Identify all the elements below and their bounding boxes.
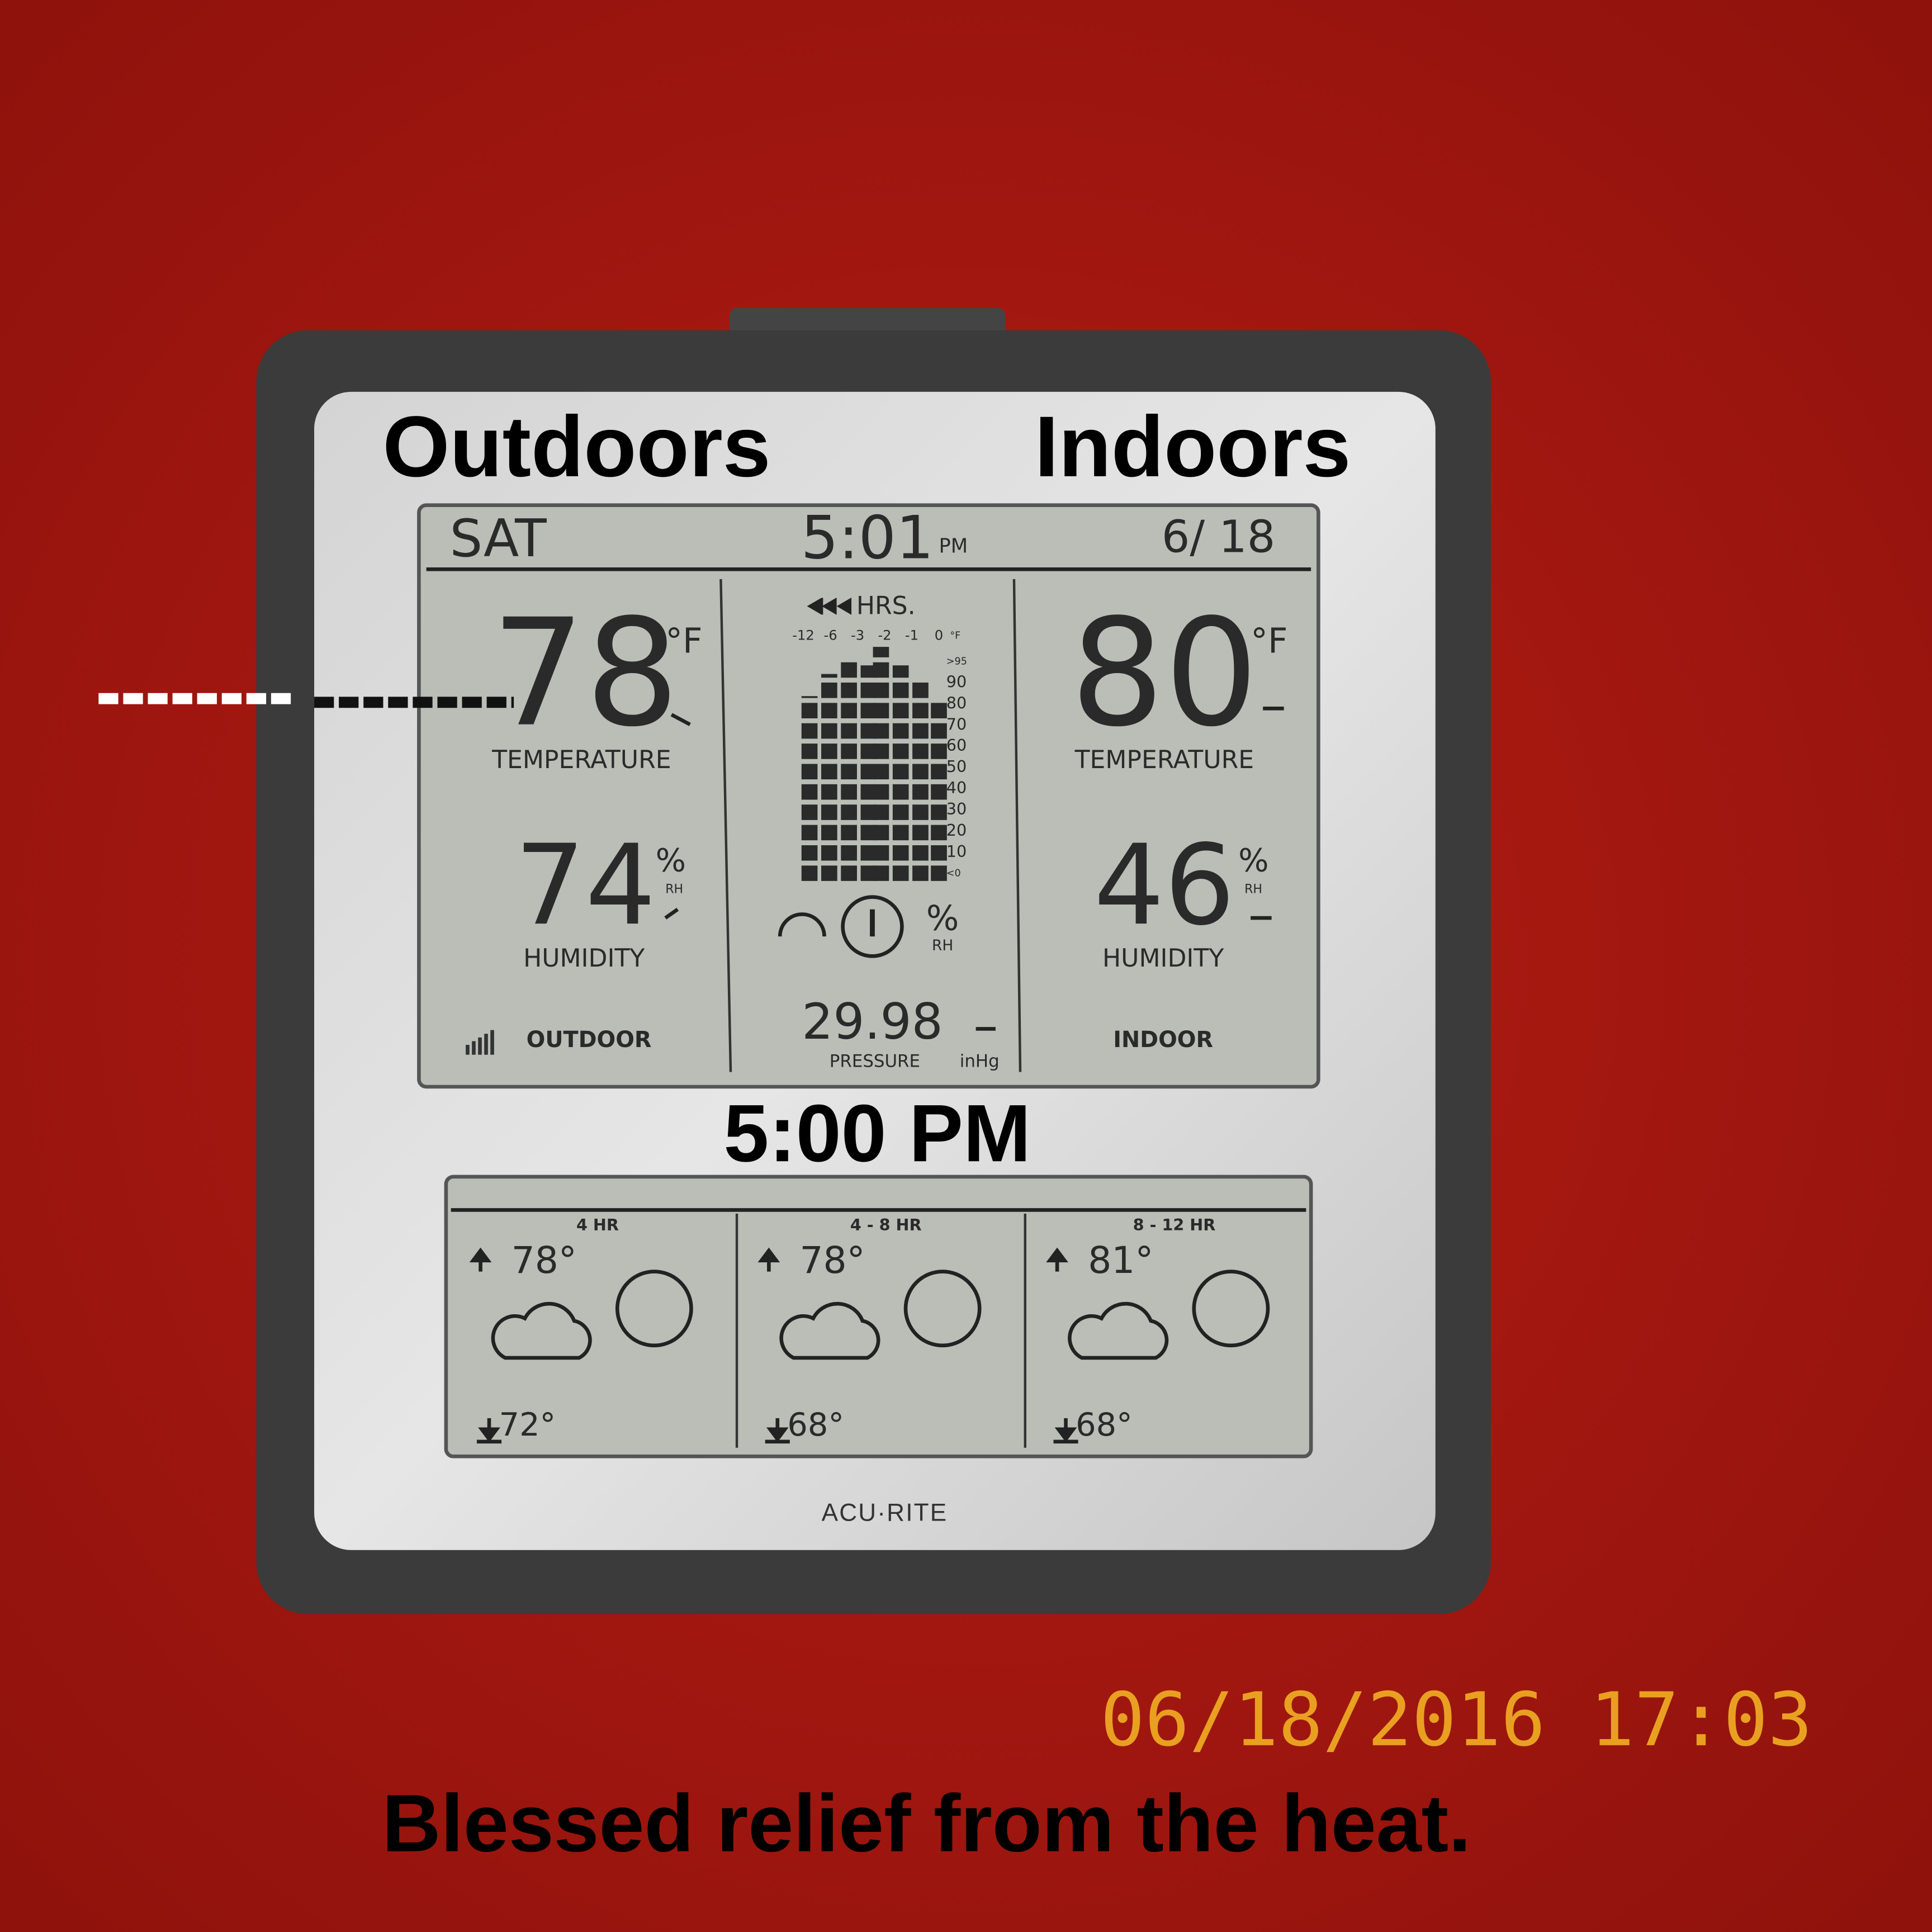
- down-arrow: [476, 1418, 502, 1444]
- hour-label: 0: [935, 627, 943, 643]
- brand: ACU·RITE: [822, 1499, 948, 1526]
- forecast-high: 78°: [799, 1239, 865, 1282]
- up-arrow: [757, 1247, 780, 1272]
- thermometer-icon: [841, 895, 904, 958]
- annotation: 5:00 PM: [723, 1087, 1031, 1178]
- hour-label: -12: [792, 627, 815, 643]
- scale-label: 30: [946, 799, 967, 818]
- forecast-lcd: [444, 1175, 1313, 1459]
- forecast-high: 78°: [512, 1239, 577, 1282]
- unit: RH: [932, 937, 953, 954]
- indoor-humidity: 46: [1094, 821, 1235, 950]
- clock: 5:01: [801, 504, 934, 572]
- forecast-period: 4 - 8 HR: [850, 1215, 922, 1234]
- scale-label: 90: [946, 673, 967, 692]
- lcd-divider: [1012, 579, 1022, 1072]
- signal-icon: [466, 1030, 494, 1055]
- timestamp: 06/18/2016 17:03: [1100, 1677, 1812, 1763]
- hour-label: -6: [823, 627, 837, 643]
- unit: °F: [1251, 621, 1287, 661]
- forecast-low: 72°: [499, 1406, 556, 1443]
- cloud-icon: [1068, 1301, 1169, 1360]
- scale-label: 60: [946, 736, 967, 755]
- cloud-icon: [491, 1301, 592, 1360]
- trend-arrows: [664, 707, 1284, 1031]
- cloud-icon: [779, 1301, 880, 1360]
- forecast-low: 68°: [1076, 1406, 1133, 1443]
- sun-icon: [1192, 1270, 1270, 1348]
- date: 6/ 18: [1162, 510, 1275, 562]
- rewind-icon: [807, 597, 852, 615]
- annotation: Indoors: [1035, 398, 1351, 495]
- forecast-high: 81°: [1088, 1239, 1153, 1282]
- scale-label: <0: [946, 868, 961, 879]
- unit: inHg: [960, 1051, 1000, 1071]
- scale-label: 70: [946, 714, 967, 733]
- outdoor-humidity: 74: [515, 821, 656, 950]
- sun-icon: [615, 1270, 693, 1348]
- ampm: PM: [939, 535, 968, 558]
- forecast-period: 4 HR: [576, 1215, 619, 1234]
- unit: RH: [665, 882, 683, 896]
- down-arrow: [1053, 1418, 1078, 1444]
- pressure: 29.98: [802, 993, 943, 1050]
- label: HUMIDITY: [523, 944, 645, 973]
- indoor-temperature: 80: [1071, 588, 1259, 760]
- hour-label: -2: [878, 627, 891, 643]
- annotation: Outdoors: [382, 398, 770, 495]
- forecast: 4 HR 78° 72° 4 - 8 HR 78° 68° 8 - 12 HR 81° 68°: [469, 1215, 1270, 1444]
- label: INDOOR: [1113, 1027, 1213, 1053]
- scale-label: 20: [946, 821, 967, 840]
- label: TEMPERATURE: [491, 746, 671, 774]
- barometer-icon: [778, 912, 826, 937]
- scale-label: >95: [946, 656, 967, 667]
- unit: %: [926, 898, 959, 939]
- unit: RH: [1244, 882, 1262, 896]
- unit: °F: [950, 630, 960, 641]
- label: HRS.: [856, 592, 916, 621]
- day: SAT: [449, 508, 547, 569]
- unit: %: [1238, 841, 1268, 879]
- up-arrow: [469, 1247, 492, 1272]
- up-arrow: [1046, 1247, 1068, 1272]
- down-arrow: [765, 1418, 790, 1444]
- hour-labels: -12 -6 -3 -2 -1 0: [792, 627, 943, 643]
- forecast-period: 8 - 12 HR: [1133, 1215, 1216, 1234]
- unit: °F: [665, 621, 702, 661]
- forecast-low: 68°: [787, 1406, 844, 1443]
- lcd-divider: [719, 579, 732, 1072]
- caption: Blessed relief from the heat.: [382, 1777, 1471, 1868]
- outdoor-temperature: 78: [491, 588, 680, 760]
- label: OUTDOOR: [527, 1027, 652, 1053]
- label: TEMPERATURE: [1074, 746, 1254, 774]
- history-bars: [801, 647, 947, 881]
- hour-label: -1: [905, 627, 918, 643]
- label: HUMIDITY: [1102, 944, 1224, 973]
- scale-label: 10: [946, 842, 967, 861]
- sun-icon: [903, 1270, 982, 1348]
- label: PRESSURE: [830, 1051, 920, 1071]
- unit: %: [656, 841, 686, 879]
- scale-label: 40: [946, 778, 967, 797]
- scale-label: 50: [946, 757, 967, 776]
- hour-label: -3: [851, 627, 864, 643]
- scale-label: 80: [946, 693, 967, 712]
